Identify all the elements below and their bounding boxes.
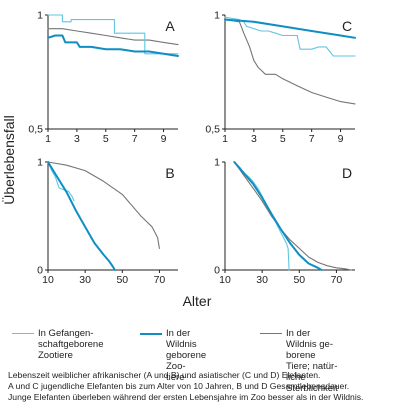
y-tick-label: 0 bbox=[37, 265, 43, 277]
caption-line: Junge Elefanten überleben während der er… bbox=[8, 392, 364, 402]
series-line-zoo bbox=[47, 161, 75, 202]
y-tick-label: 1 bbox=[214, 10, 220, 22]
legend-label-zoo: In Gefangen- schaftgeborene Zootiere bbox=[38, 328, 104, 361]
caption-line: A und C jugendliche Elefanten bis zum Al… bbox=[8, 381, 350, 391]
x-tick-label: 9 bbox=[338, 133, 344, 145]
legend: In Gefangen- schaftgeborene Zootiere In … bbox=[0, 328, 400, 394]
legend-label-wild-line: In der Wildnis bbox=[166, 328, 197, 350]
panel-letter: B bbox=[165, 165, 174, 181]
x-tick-label: 70 bbox=[331, 274, 343, 286]
series-line-wild-natural bbox=[47, 28, 179, 46]
y-tick-label: 0 bbox=[214, 265, 220, 277]
panel-b: 0 1 10 30 50 70 B bbox=[37, 157, 178, 286]
series-line-wild bbox=[224, 18, 356, 39]
x-tick-label: 1 bbox=[45, 133, 51, 145]
legend-label-zoo-line: schaftgeborene bbox=[38, 339, 104, 350]
panel-letter: C bbox=[342, 18, 352, 34]
legend-label-zoo-line: In Gefangen- bbox=[38, 328, 94, 339]
x-tick-label: 5 bbox=[280, 133, 286, 145]
x-axis-label: Alter bbox=[183, 293, 212, 309]
legend-swatch-wild bbox=[140, 333, 162, 335]
x-tick-label: 9 bbox=[161, 133, 167, 145]
x-tick-label: 3 bbox=[251, 133, 257, 145]
y-axis-label: Überlebensfall bbox=[0, 115, 17, 205]
x-tick-label: 7 bbox=[309, 133, 315, 145]
y-tick-label: 0,5 bbox=[205, 124, 220, 136]
x-tick-label: 50 bbox=[116, 274, 128, 286]
series-line-wild bbox=[233, 161, 323, 271]
series-line-zoo bbox=[47, 14, 179, 55]
series-line-wild bbox=[47, 34, 179, 57]
figure-caption: Lebenszeit weiblicher afrikanischer (A u… bbox=[8, 370, 396, 403]
panel-d: 0 1 10 30 50 70 D bbox=[214, 157, 355, 286]
y-tick-label: 0,5 bbox=[28, 124, 43, 136]
x-tick-label: 7 bbox=[132, 133, 138, 145]
series-line-wild-natural bbox=[224, 19, 356, 105]
legend-label-zoo-line: Zootiere bbox=[38, 350, 73, 361]
legend-label-wild-line: tiere bbox=[166, 372, 185, 383]
series-line-wild-natural bbox=[47, 161, 160, 249]
legend-label-wild-natural-line: liche Sterblichkeit bbox=[286, 372, 338, 394]
legend-label-wild-natural: In der Wildnis ge- borene Tiere; natür- … bbox=[286, 328, 338, 394]
series-line-zoo bbox=[224, 16, 356, 57]
y-tick-label: 1 bbox=[214, 157, 220, 169]
y-tick-label: 1 bbox=[37, 10, 43, 22]
legend-swatch-wild-natural bbox=[260, 333, 282, 334]
x-tick-label: 5 bbox=[103, 133, 109, 145]
legend-label-wild-natural-line: In der Wildnis ge- bbox=[286, 328, 333, 350]
series-line-wild bbox=[47, 161, 116, 271]
legend-label-wild: In der Wildnis geborene Zoo- tiere bbox=[166, 328, 206, 383]
x-tick-label: 30 bbox=[256, 274, 268, 286]
x-tick-label: 50 bbox=[293, 274, 305, 286]
x-tick-label: 3 bbox=[74, 133, 80, 145]
y-tick-label: 1 bbox=[37, 157, 43, 169]
panel-letter: D bbox=[342, 165, 352, 181]
panel-letter: A bbox=[165, 18, 175, 34]
series-line-zoo bbox=[233, 161, 290, 271]
legend-label-wild-line: geborene Zoo- bbox=[166, 350, 207, 372]
x-tick-label: 10 bbox=[42, 274, 54, 286]
panel-a: 0,511 3 5 7 9A bbox=[28, 10, 179, 145]
legend-label-wild-natural-line: borene Tiere; natür- bbox=[286, 350, 338, 372]
legend-swatch-zoo bbox=[12, 333, 34, 334]
x-tick-label: 30 bbox=[79, 274, 91, 286]
series-line-wild-natural bbox=[233, 161, 352, 271]
panel-c: 0,511 3 5 7 9C bbox=[205, 10, 356, 145]
caption-line: Lebenszeit weiblicher afrikanischer (A u… bbox=[8, 370, 321, 380]
x-tick-label: 1 bbox=[222, 133, 228, 145]
x-tick-label: 10 bbox=[219, 274, 231, 286]
x-tick-label: 70 bbox=[154, 274, 166, 286]
